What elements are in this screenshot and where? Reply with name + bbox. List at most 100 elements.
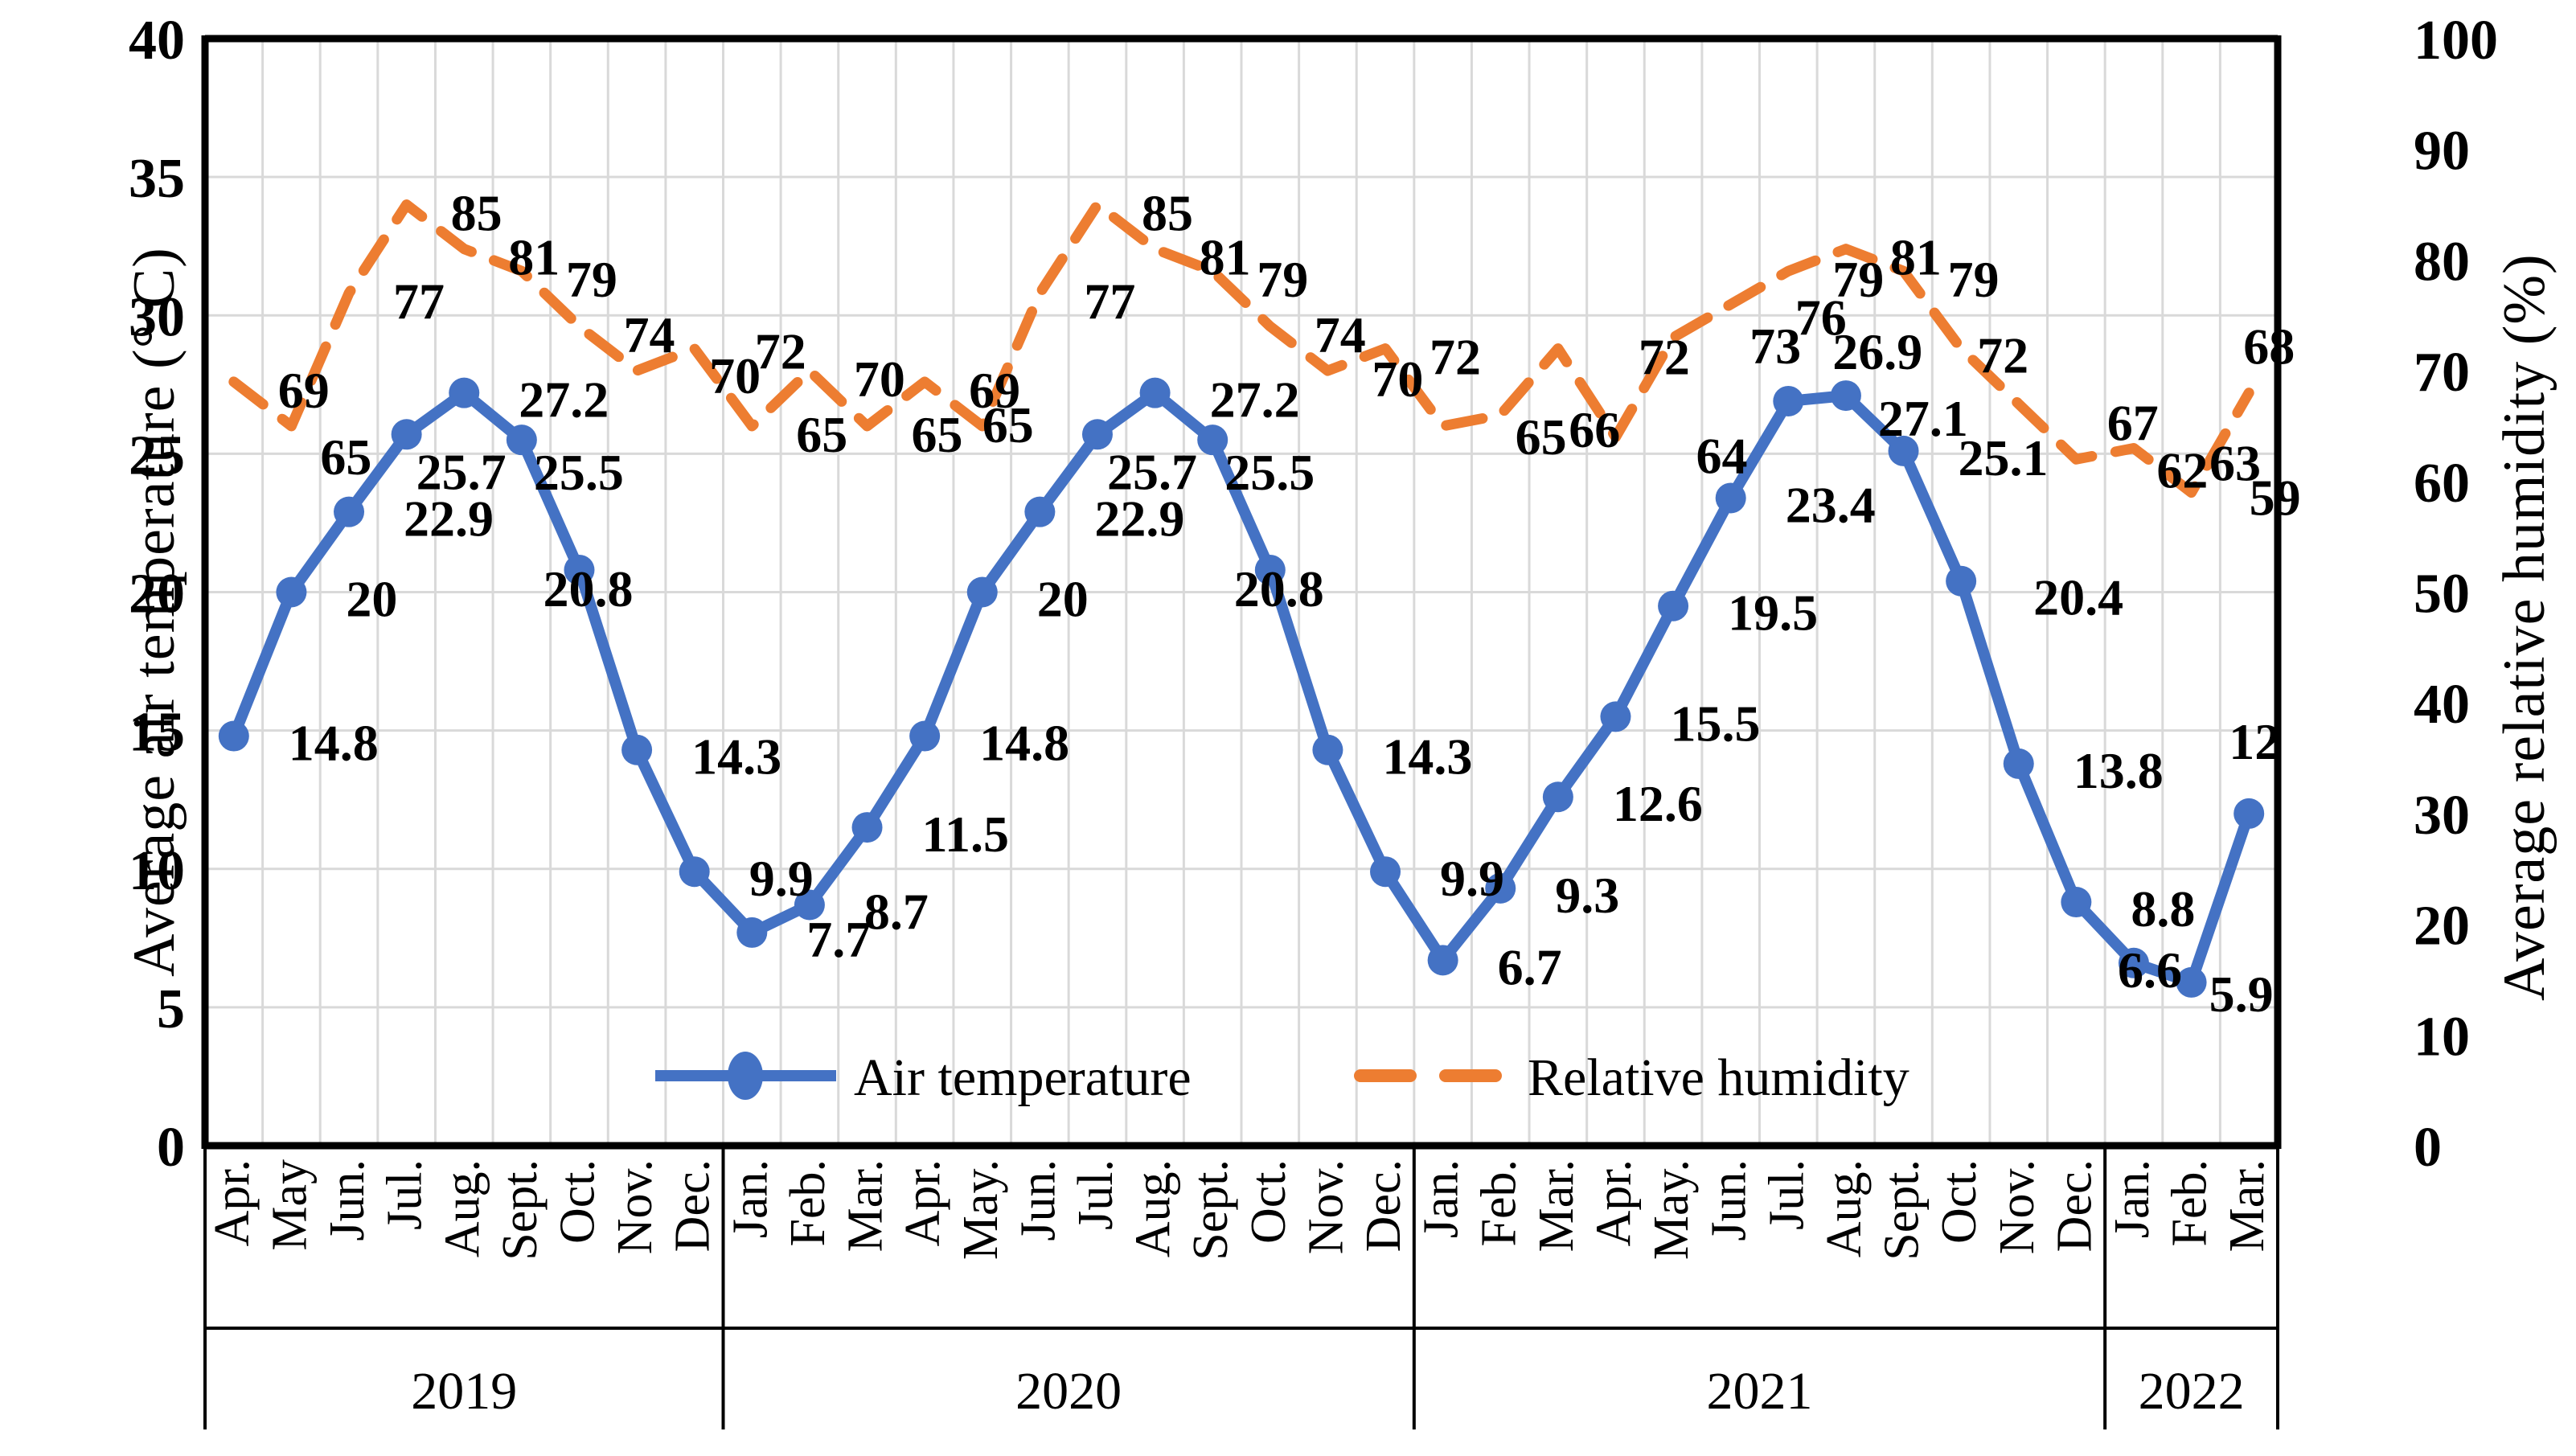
left-axis-title: Average air temperature (° C) [121,247,187,977]
data-point-marker [391,419,422,450]
month-label: Sept. [1875,1159,1930,1261]
tick-label: 0 [2414,1117,2442,1179]
data-label: 63 [2209,434,2261,491]
temperature-line [228,387,2254,988]
data-point-marker [679,856,710,888]
right-axis-title: Average relative humidity (%) [2492,253,2558,1001]
month-label: May. [954,1159,1008,1260]
year-label: 2020 [1015,1362,1122,1421]
month-label: Jun. [1011,1159,1065,1241]
tick-label: 80 [2414,231,2470,293]
month-label: Sept. [1183,1159,1238,1261]
month-label: Apr. [1586,1159,1641,1247]
data-label: 22.9 [1094,490,1184,548]
month-label: Jun. [1702,1159,1757,1241]
month-label: Nov. [608,1159,662,1254]
data-label: 70 [1372,351,1423,408]
data-point-marker [1542,781,1573,813]
axis-tier-lines [203,1146,2279,1429]
data-label: 81 [1890,229,1942,286]
data-label: 7.7 [806,911,871,968]
data-label: 69 [969,362,1020,419]
data-label: 25.7 [1107,443,1197,500]
data-point-marker [736,917,768,948]
data-label: 79 [1257,251,1308,308]
data-point-marker [1254,554,1286,585]
data-label: 19.5 [1728,584,1818,642]
data-point-marker [449,377,480,408]
data-label: 9.9 [1440,850,1504,907]
month-label: May. [1644,1159,1699,1260]
tick-label: 25 [129,424,185,486]
data-label: 25.1 [1959,429,2049,486]
data-label: 77 [1084,273,1135,330]
data-label: 59 [2250,470,2301,527]
year-label: 2021 [1707,1362,1813,1421]
tick-label: 5 [157,978,185,1040]
data-label: 27.2 [1210,371,1300,429]
month-label: Jan. [723,1159,777,1238]
data-label: 65 [912,406,963,463]
data-label: 79 [566,251,617,308]
data-point-marker [1946,565,1977,597]
tick-label: 10 [2414,1006,2470,1068]
month-label: May [262,1159,317,1251]
data-point-marker [2233,798,2265,829]
legend-label-temperature: Air temperature [854,1048,1192,1107]
data-label: 79 [1832,251,1884,308]
data-point-marker [1081,419,1113,450]
month-label: Oct. [550,1159,605,1244]
data-point-marker [1312,734,1343,765]
data-point-marker [1139,377,1171,408]
month-label: Apr. [205,1159,260,1247]
data-label: 12 [2229,713,2280,770]
tick-label: 50 [2414,564,2470,625]
month-label: Feb. [1471,1159,1526,1247]
data-label: 8.8 [2131,880,2195,937]
data-label: 79 [1948,251,2000,308]
tick-label: 20 [129,564,185,625]
tick-label: 10 [129,840,185,902]
data-label: 77 [393,273,445,330]
month-labels: Apr. May Jun. Jul. Aug. Sept. Oct. Nov. Dec. Jan.… [205,1159,2275,1261]
data-label: 14.3 [1382,728,1472,785]
month-label: Apr. [896,1159,950,1247]
data-label: 9.9 [749,850,814,907]
data-label: 23.4 [1786,476,1876,533]
data-label: 66 [1569,401,1620,458]
month-label: Dec. [666,1159,720,1252]
month-label: Aug. [1126,1159,1181,1257]
data-label: 25.5 [534,444,624,501]
data-label: 72 [755,323,806,380]
month-label: Jan. [1414,1159,1469,1238]
data-label: 27.2 [519,371,609,429]
data-point-marker [276,576,307,608]
tick-label: 35 [129,148,185,210]
month-label: Aug. [435,1159,490,1257]
month-label: Feb. [781,1159,835,1247]
data-point-marker [2003,748,2034,779]
month-label: Oct. [1932,1159,1987,1244]
data-label: 20.8 [543,560,633,617]
data-label: 85 [1142,185,1193,242]
year-labels: 2019 2020 2021 2022 [411,1362,2244,1421]
data-point-marker [1773,385,1804,416]
data-label: 25.7 [416,443,507,500]
tick-label: 30 [129,286,185,348]
data-point-marker [851,812,883,843]
data-label: 65 [320,429,371,486]
data-label: 20 [1037,571,1089,628]
data-label: 81 [508,229,560,286]
data-label: 67 [2107,394,2159,451]
data-label: 72 [1639,329,1690,386]
legend-label-humidity: Relative humidity [1528,1048,1909,1107]
month-label: Jul. [1759,1159,1814,1230]
tick-label: 0 [157,1117,185,1179]
right-axis-ticks: 0 10 20 30 40 50 60 70 80 90 100 [2414,10,2498,1179]
data-label: 20 [346,571,397,628]
data-point-marker [794,889,825,921]
data-label: 14.3 [691,728,781,785]
data-label: 20.8 [1234,560,1324,617]
tick-label: 40 [2414,674,2470,736]
